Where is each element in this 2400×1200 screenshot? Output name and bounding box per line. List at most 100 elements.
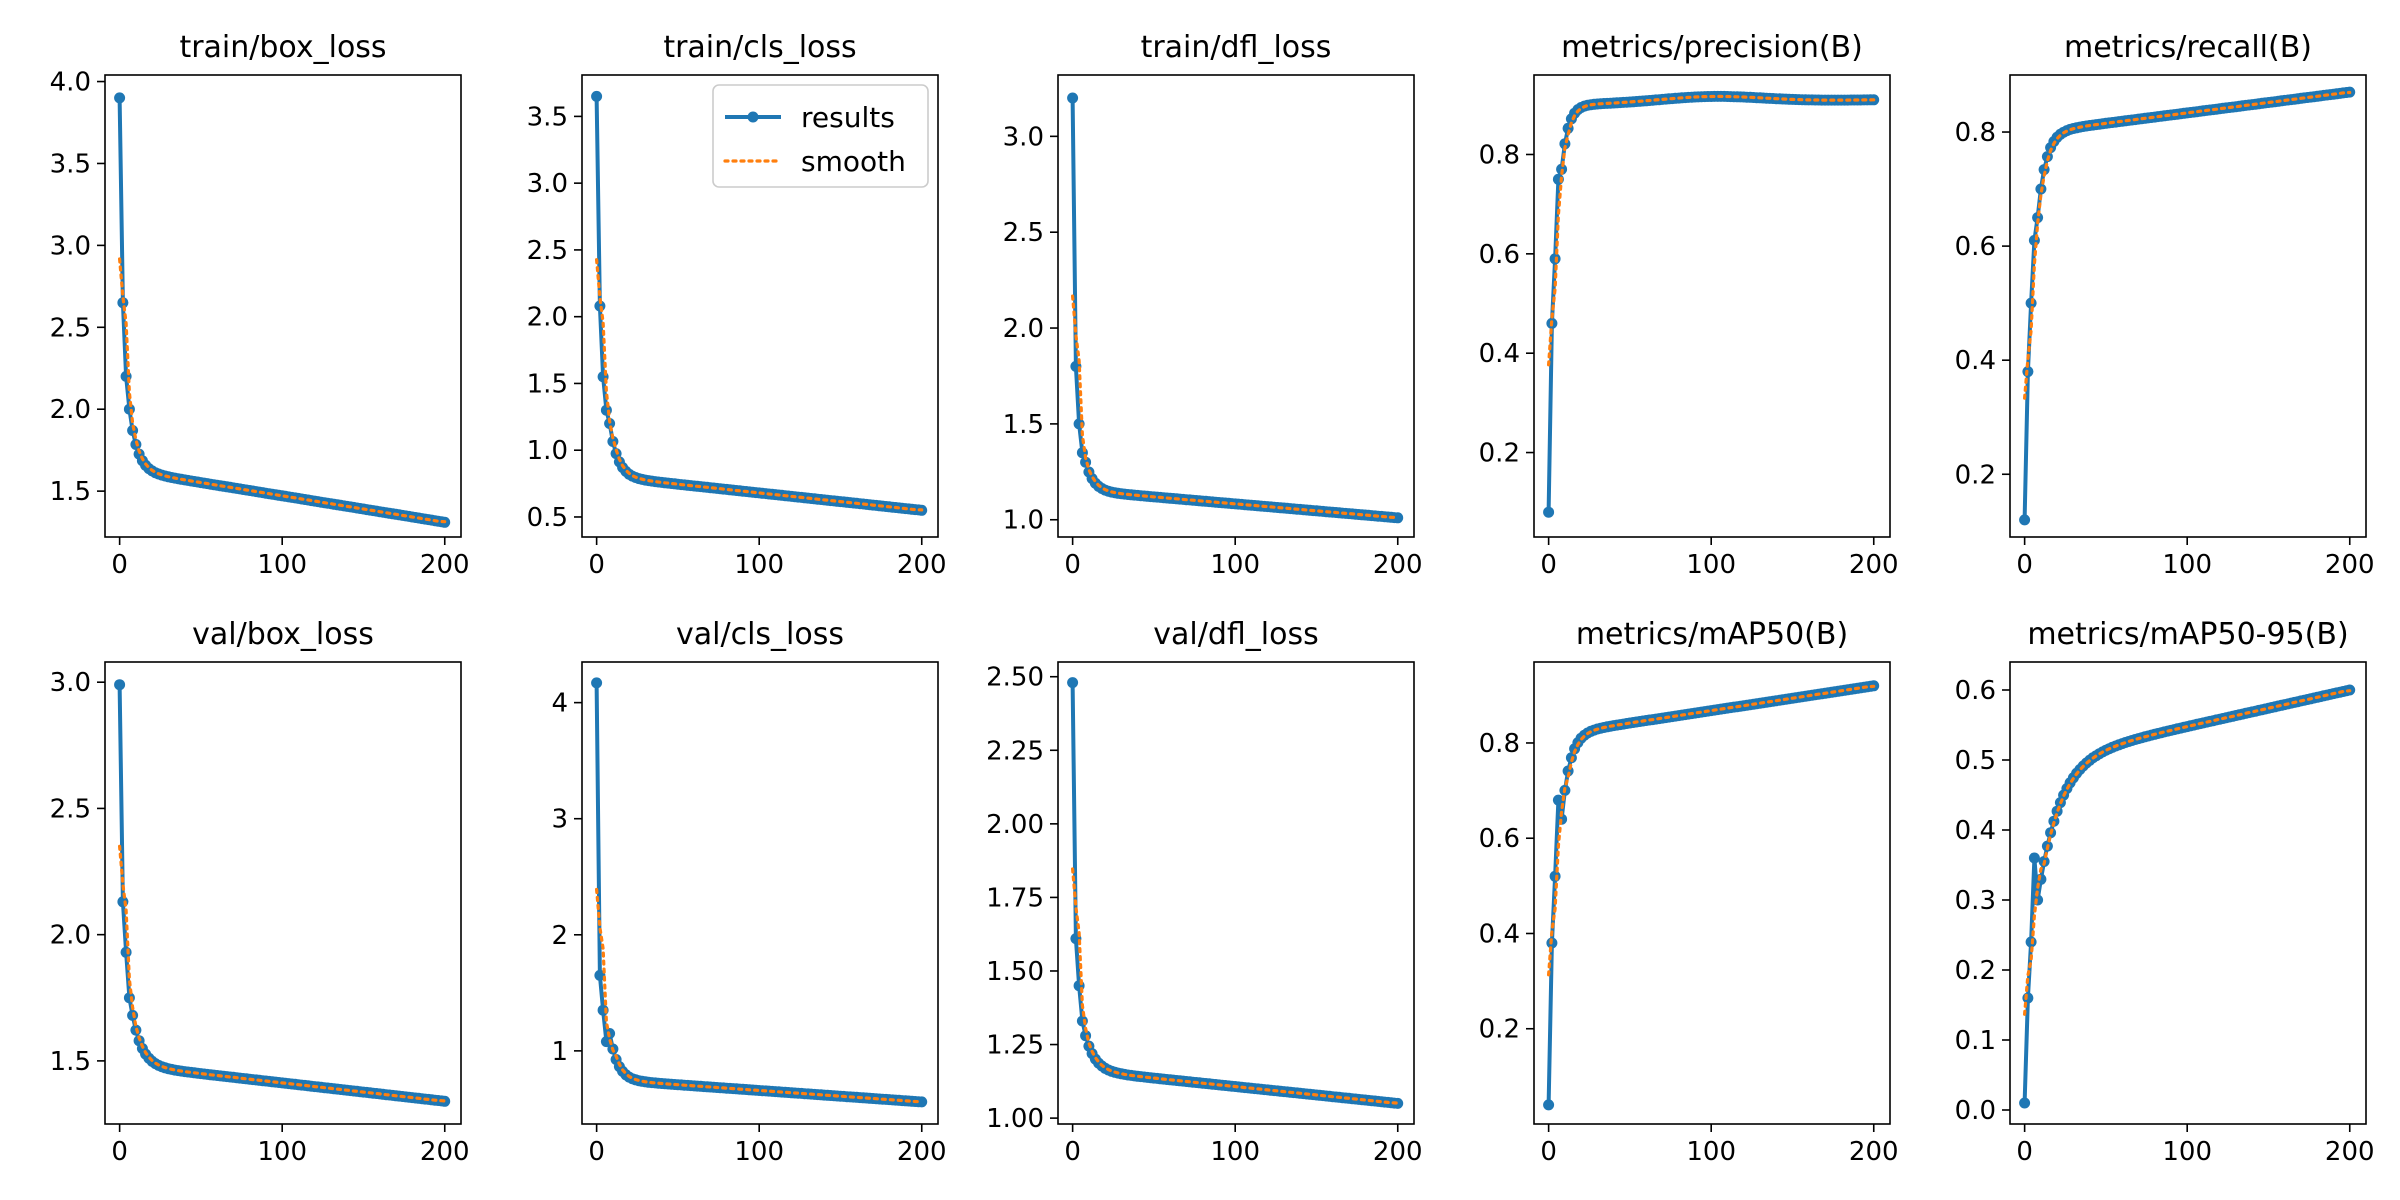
x-tick-label: 0 [1540,550,1557,580]
axes-frame [2009,661,2367,1125]
axes-frame [1057,661,1415,1125]
y-tick-label: 0.6 [1479,824,1520,854]
smooth-line [595,887,924,1104]
subplot-title: val/cls_loss [676,617,844,652]
y-tick-label: 0.2 [1479,439,1520,469]
axes-frame [2009,74,2367,538]
subplot-title: metrics/mAP50(B) [1576,617,1848,652]
y-tick-label: 3.0 [50,668,91,698]
y-tick-label: 0.2 [1479,1015,1520,1045]
x-tick-label: 0 [588,1137,605,1167]
x-tick-label: 0 [111,550,128,580]
x-tick-label: 200 [1849,550,1899,580]
x-tick-label: 100 [734,1137,784,1167]
axes-frame [581,74,939,538]
y-tick-label: 2.00 [986,810,1044,840]
y-tick-label: 2.5 [527,236,568,266]
y-tick-label: 2 [551,921,568,951]
subplot-8: val/dfl_loss 0 100 200 1.00 1.25 1.50 1.75 2.00 2… [986,617,1422,1167]
subplot-title: train/dfl_loss [1141,30,1332,65]
y-tick-label: 0.8 [1479,729,1520,759]
x-tick-label: 100 [1210,550,1260,580]
results-point [1392,512,1404,524]
y-tick-label: 1.75 [986,883,1044,913]
results-point [594,969,606,981]
axes-frame [104,661,462,1125]
results-point [1067,92,1079,104]
x-tick-label: 100 [2162,550,2212,580]
x-tick-label: 100 [1686,1137,1736,1167]
y-tick-label: 1 [551,1037,568,1067]
plot-area [1067,92,1404,524]
subplot-3: train/dfl_loss 0 100 200 1.0 1.5 2.0 2.5 3.0 [1003,30,1423,580]
subplot-title: metrics/precision(B) [1561,30,1863,65]
results-point [2032,212,2044,224]
y-tick-label: 3.0 [527,169,568,199]
subplot-1: train/box_loss 0 100 200 1.5 2.0 2.5 3.0 3.5 4.0 [50,30,470,580]
smooth-line [595,258,924,512]
y-tick-label: 2.0 [527,303,568,333]
subplot-2: train/cls_loss 0 100 200 0.5 1.0 1.5 2.0 2.5 3.0 3… [527,30,947,580]
plot-area [1543,90,1880,518]
x-tick-label: 100 [2162,1137,2212,1167]
results-point [2019,514,2031,526]
axes-frame [104,74,462,538]
subplot-7: val/cls_loss 0 100 200 1 2 3 4 [551,617,946,1167]
x-tick-label: 0 [1064,550,1081,580]
x-tick-label: 200 [897,1137,947,1167]
smooth-line [1547,94,1876,367]
x-tick-label: 100 [1686,550,1736,580]
results-point [2028,852,2040,864]
x-tick-label: 0 [1064,1137,1081,1167]
y-tick-label: 3.5 [50,149,91,179]
results-line [594,682,922,1104]
y-tick-label: 1.5 [527,369,568,399]
y-tick-label: 2.5 [50,313,91,343]
x-tick-label: 200 [1373,1137,1423,1167]
x-tick-label: 100 [1210,1137,1260,1167]
y-tick-label: 0.4 [1479,919,1520,949]
y-tick-label: 2.0 [50,921,91,951]
results-point [1549,870,1561,882]
y-tick-label: 3.0 [1003,122,1044,152]
y-tick-label: 2.0 [50,395,91,425]
y-tick-label: 0.5 [527,503,568,533]
x-tick-label: 0 [111,1137,128,1167]
results-point [2019,1097,2031,1109]
y-tick-label: 1.5 [50,1047,91,1077]
subplot-title: train/cls_loss [663,30,856,65]
x-tick-label: 200 [1373,550,1423,580]
plot-area [1543,680,1880,1111]
y-tick-label: 0.8 [1955,118,1996,148]
subplot-title: val/dfl_loss [1153,617,1318,652]
y-tick-label: 0.6 [1955,232,1996,262]
y-tick-label: 1.25 [986,1031,1044,1061]
x-tick-label: 0 [2016,1137,2033,1167]
x-tick-label: 200 [2325,1137,2375,1167]
x-tick-label: 200 [897,550,947,580]
y-tick-label: 4.0 [50,68,91,98]
subplot-6: val/box_loss 0 100 200 1.5 2.0 2.5 3.0 [50,617,470,1167]
x-tick-label: 100 [734,550,784,580]
results-point [591,677,603,689]
plot-area [114,92,451,528]
results-point [1543,506,1555,518]
y-tick-label: 4 [551,689,568,719]
results-point [123,992,135,1004]
y-tick-label: 2.25 [986,736,1044,766]
results-point [916,1096,928,1108]
plot-area [591,90,928,516]
axes-frame [581,661,939,1125]
subplot-title: metrics/mAP50-95(B) [2027,617,2348,652]
x-tick-label: 0 [1540,1137,1557,1167]
y-tick-label: 3.5 [527,102,568,132]
smooth-line [1547,684,1876,977]
y-tick-label: 2.5 [1003,218,1044,248]
results-line [1070,97,1398,520]
y-tick-label: 1.00 [986,1104,1044,1134]
x-tick-label: 200 [420,550,470,580]
subplot-title: train/box_loss [179,30,386,65]
results-line [2022,90,2350,520]
plot-area [1067,677,1404,1109]
results-line [1070,682,1398,1106]
